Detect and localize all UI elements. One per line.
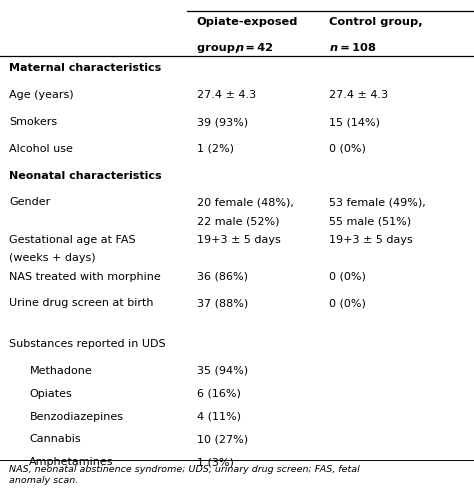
Text: 19+3 ± 5 days: 19+3 ± 5 days <box>329 235 413 245</box>
Text: 39 (93%): 39 (93%) <box>197 117 248 127</box>
Text: 0 (0%): 0 (0%) <box>329 272 366 282</box>
Text: Gestational age at FAS: Gestational age at FAS <box>9 235 136 245</box>
Text: 22 male (52%): 22 male (52%) <box>197 216 279 226</box>
Text: 35 (94%): 35 (94%) <box>197 366 248 376</box>
Text: = 42: = 42 <box>243 43 273 53</box>
Text: (weeks + days): (weeks + days) <box>9 253 96 263</box>
Text: 15 (14%): 15 (14%) <box>329 117 381 127</box>
Text: 53 female (49%),: 53 female (49%), <box>329 197 426 207</box>
Text: n: n <box>329 43 337 53</box>
Text: Substances reported in UDS: Substances reported in UDS <box>9 339 166 349</box>
Text: n: n <box>236 43 244 53</box>
Text: 1 (3%): 1 (3%) <box>197 457 234 467</box>
Text: 27.4 ± 4.3: 27.4 ± 4.3 <box>197 90 256 100</box>
Text: 36 (86%): 36 (86%) <box>197 272 248 282</box>
Text: 0 (0%): 0 (0%) <box>329 299 366 309</box>
Text: Benzodiazepines: Benzodiazepines <box>29 412 123 422</box>
Text: 20 female (48%),: 20 female (48%), <box>197 197 293 207</box>
Text: group,: group, <box>197 43 243 53</box>
Text: Methadone: Methadone <box>29 366 92 376</box>
Text: Gender: Gender <box>9 197 51 207</box>
Text: Cannabis: Cannabis <box>29 434 81 444</box>
Text: Control group,: Control group, <box>329 17 423 27</box>
Text: 0 (0%): 0 (0%) <box>329 144 366 154</box>
Text: 10 (27%): 10 (27%) <box>197 434 248 444</box>
Text: Urine drug screen at birth: Urine drug screen at birth <box>9 299 154 309</box>
Text: Opiate-exposed: Opiate-exposed <box>197 17 298 27</box>
Text: Opiates: Opiates <box>29 389 72 399</box>
Text: Alcohol use: Alcohol use <box>9 144 73 154</box>
Text: Amphetamines: Amphetamines <box>29 457 114 467</box>
Text: Maternal characteristics: Maternal characteristics <box>9 63 162 73</box>
Text: 37 (88%): 37 (88%) <box>197 299 248 309</box>
Text: 1 (2%): 1 (2%) <box>197 144 234 154</box>
Text: 27.4 ± 4.3: 27.4 ± 4.3 <box>329 90 389 100</box>
Text: 19+3 ± 5 days: 19+3 ± 5 days <box>197 235 281 245</box>
Text: NAS, neonatal abstinence syndrome; UDS, urinary drug screen; FAS, fetal
anomaly : NAS, neonatal abstinence syndrome; UDS, … <box>9 465 360 485</box>
Text: Age (years): Age (years) <box>9 90 74 100</box>
Text: 4 (11%): 4 (11%) <box>197 412 241 422</box>
Text: Neonatal characteristics: Neonatal characteristics <box>9 171 162 181</box>
Text: Smokers: Smokers <box>9 117 58 127</box>
Text: 6 (16%): 6 (16%) <box>197 389 241 399</box>
Text: = 108: = 108 <box>338 43 376 53</box>
Text: 55 male (51%): 55 male (51%) <box>329 216 411 226</box>
Text: NAS treated with morphine: NAS treated with morphine <box>9 272 161 282</box>
